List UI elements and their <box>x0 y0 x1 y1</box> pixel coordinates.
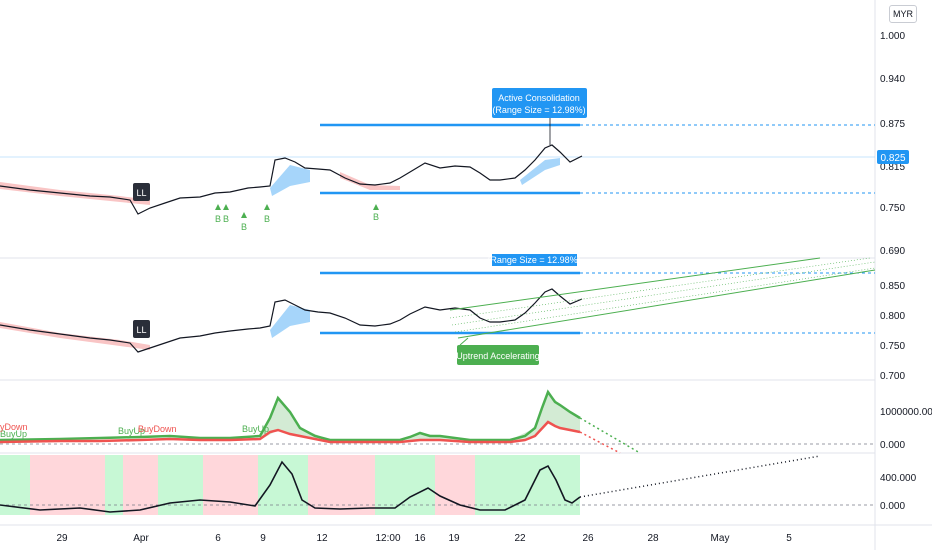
price-tick-p2: 0.800 <box>880 311 905 322</box>
trend-ribbon-up <box>270 165 310 196</box>
buy-label: B <box>373 212 379 222</box>
momentum-projection <box>579 455 821 498</box>
trend-ribbon-down-2 <box>340 172 400 190</box>
time-tick: 29 <box>56 533 68 544</box>
ll-marker-label-p2: LL <box>136 325 146 335</box>
buy-arrow-icon <box>373 204 379 210</box>
price-tick: 0.940 <box>880 74 905 85</box>
price-series <box>0 144 583 215</box>
main-price-pane[interactable]: Active Consolidation (Range Size = 12.98… <box>0 31 909 257</box>
trend-ribbon-up-p2 <box>270 305 310 338</box>
time-tick: 12:00 <box>375 533 400 544</box>
price-tick: 0.750 <box>880 203 905 214</box>
currency-button[interactable]: MYR <box>889 5 917 23</box>
buy-label: B <box>264 214 270 224</box>
regime-background <box>0 455 580 515</box>
price-tick: 0.690 <box>880 246 905 257</box>
signal-label-buydown: BuyDown <box>138 424 177 434</box>
buy-markers <box>215 204 379 218</box>
price-series-p2 <box>0 288 583 353</box>
ll-marker-label: LL <box>136 188 146 198</box>
time-tick: 28 <box>647 533 659 544</box>
buy-label: B <box>215 214 221 224</box>
buy-arrow-icon <box>215 204 221 210</box>
consolidation-callout[interactable] <box>492 88 587 118</box>
uptrend-pointer <box>459 337 469 346</box>
buy-arrow-icon <box>264 204 270 210</box>
signal-label-buyup: BuyUp <box>118 426 145 436</box>
secondary-price-pane[interactable]: (Range Size = 12.98%) Uptrend Accelerati… <box>0 254 905 382</box>
uptrend-label: Uptrend Accelerating <box>456 351 540 361</box>
time-tick: 6 <box>215 533 221 544</box>
buy-label: B <box>241 222 247 232</box>
price-tick: 0.875 <box>880 119 905 130</box>
callout-partial-label: (Range Size = 12.98%) <box>487 255 580 265</box>
buy-pressure-fill <box>260 392 580 442</box>
time-tick: May <box>711 533 730 544</box>
osc-tick: 0.000 <box>880 440 905 451</box>
time-axis[interactable]: 29 Apr 6 9 12 12:00 16 19 22 26 28 May 5 <box>56 533 792 544</box>
price-tick-p2: 0.850 <box>880 281 905 292</box>
uptrend-callout[interactable] <box>457 345 539 365</box>
momentum-tick: 0.000 <box>880 501 905 512</box>
current-price-badge <box>877 150 909 164</box>
trend-ribbon-up-2 <box>520 158 560 185</box>
price-tick: 1.000 <box>880 31 905 42</box>
buy-label: B <box>223 214 229 224</box>
time-tick: Apr <box>133 533 149 544</box>
time-tick: 22 <box>514 533 526 544</box>
momentum-pane[interactable]: 400.000 0.000 <box>0 455 917 515</box>
volume-oscillator-pane[interactable]: BuyUp yDown BuyUp BuyDown BuyUp 1000000.… <box>0 389 932 454</box>
current-price-value: 0.825 <box>880 153 905 164</box>
sell-volume-line <box>0 420 581 444</box>
ll-marker[interactable] <box>133 183 150 201</box>
callout-line1: Active Consolidation <box>498 93 580 103</box>
momentum-tick: 400.000 <box>880 473 917 484</box>
buy-arrow-icon <box>241 212 247 218</box>
callout-line2: (Range Size = 12.98%) <box>492 105 585 115</box>
price-tick-p2: 0.750 <box>880 341 905 352</box>
ll-marker-p2[interactable] <box>133 320 150 338</box>
buy-projection <box>579 417 641 454</box>
signal-label-buyup: BuyUp <box>242 424 269 434</box>
sell-projection <box>579 431 621 454</box>
time-tick: 26 <box>582 533 594 544</box>
trend-channel[interactable] <box>449 257 876 339</box>
momentum-line <box>0 460 581 513</box>
consolidation-callout-p2[interactable] <box>492 254 577 266</box>
time-tick: 12 <box>316 533 328 544</box>
signal-label-down: yDown <box>0 422 28 432</box>
osc-tick: 1000000.000 <box>880 407 932 418</box>
time-tick: 16 <box>414 533 426 544</box>
price-tick-p2: 0.700 <box>880 371 905 382</box>
buy-arrow-icon <box>223 204 229 210</box>
time-tick: 9 <box>260 533 266 544</box>
time-tick: 19 <box>448 533 460 544</box>
price-tick: 0.815 <box>880 162 905 173</box>
buy-volume-line <box>0 389 581 442</box>
trend-ribbon-down <box>0 182 150 205</box>
time-tick: 5 <box>786 533 792 544</box>
signal-label-buyup: BuyUp <box>0 429 27 439</box>
